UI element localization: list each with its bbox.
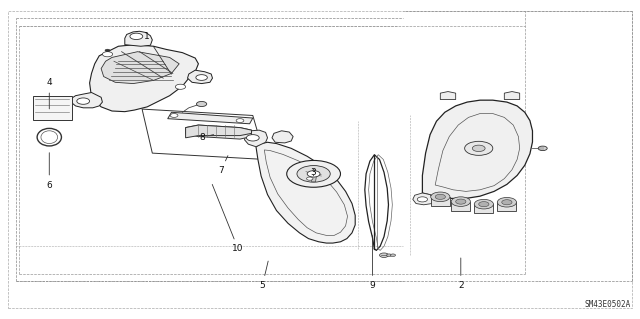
Circle shape bbox=[479, 202, 489, 207]
Polygon shape bbox=[413, 193, 434, 205]
Circle shape bbox=[175, 84, 186, 89]
Polygon shape bbox=[256, 142, 355, 243]
Text: 10: 10 bbox=[212, 184, 244, 253]
Circle shape bbox=[417, 197, 428, 202]
Polygon shape bbox=[440, 92, 456, 100]
Circle shape bbox=[196, 101, 207, 107]
Text: 5: 5 bbox=[260, 261, 268, 290]
Circle shape bbox=[456, 199, 466, 204]
Circle shape bbox=[435, 194, 445, 199]
Polygon shape bbox=[431, 197, 450, 206]
Polygon shape bbox=[451, 202, 470, 211]
Polygon shape bbox=[188, 70, 212, 84]
Circle shape bbox=[451, 197, 470, 206]
Circle shape bbox=[472, 145, 485, 152]
Polygon shape bbox=[101, 52, 179, 84]
Circle shape bbox=[465, 141, 493, 155]
Circle shape bbox=[307, 177, 313, 180]
Polygon shape bbox=[310, 169, 317, 182]
Text: 8: 8 bbox=[200, 133, 214, 142]
Polygon shape bbox=[422, 100, 532, 198]
Circle shape bbox=[538, 146, 547, 151]
Text: 9: 9 bbox=[370, 236, 375, 290]
Polygon shape bbox=[244, 130, 268, 147]
Circle shape bbox=[390, 254, 396, 256]
Circle shape bbox=[502, 200, 512, 205]
Polygon shape bbox=[90, 45, 198, 112]
Bar bbox=[33, 96, 72, 120]
Polygon shape bbox=[186, 125, 252, 139]
Text: 7: 7 bbox=[218, 156, 228, 175]
Circle shape bbox=[170, 114, 178, 117]
Polygon shape bbox=[474, 204, 493, 213]
Circle shape bbox=[105, 49, 110, 52]
Text: 3: 3 bbox=[311, 168, 316, 177]
Polygon shape bbox=[72, 93, 102, 108]
Polygon shape bbox=[125, 31, 152, 46]
Circle shape bbox=[102, 52, 113, 57]
Circle shape bbox=[431, 192, 450, 202]
Circle shape bbox=[77, 98, 90, 104]
Circle shape bbox=[287, 160, 340, 187]
Circle shape bbox=[474, 199, 493, 209]
Circle shape bbox=[246, 135, 259, 141]
Circle shape bbox=[236, 119, 244, 122]
Polygon shape bbox=[168, 112, 253, 124]
Circle shape bbox=[130, 33, 143, 40]
Polygon shape bbox=[272, 131, 293, 143]
Text: 4: 4 bbox=[47, 78, 52, 109]
Polygon shape bbox=[497, 202, 516, 211]
Circle shape bbox=[387, 254, 392, 256]
Text: 6: 6 bbox=[47, 153, 52, 189]
Circle shape bbox=[497, 197, 516, 207]
Text: 1: 1 bbox=[145, 32, 172, 74]
Circle shape bbox=[307, 171, 320, 177]
Polygon shape bbox=[186, 125, 252, 138]
Circle shape bbox=[380, 253, 388, 257]
Polygon shape bbox=[504, 92, 520, 100]
Circle shape bbox=[297, 166, 330, 182]
Text: SM43E0502A: SM43E0502A bbox=[584, 300, 630, 309]
Circle shape bbox=[196, 75, 207, 80]
Text: 2: 2 bbox=[458, 258, 463, 290]
